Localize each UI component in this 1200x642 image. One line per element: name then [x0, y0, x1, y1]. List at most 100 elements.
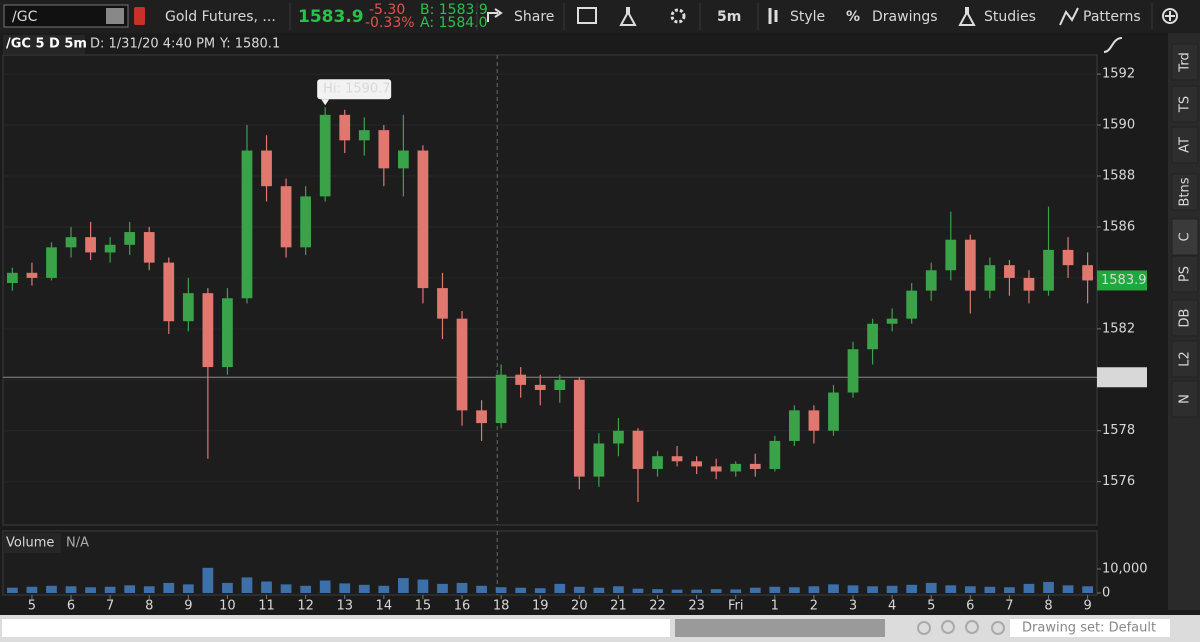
drawing-set[interactable]: Drawing set: Default	[1022, 621, 1156, 636]
volume-bar	[378, 585, 390, 593]
scroll-track[interactable]	[2, 619, 670, 637]
tab-bg[interactable]	[1171, 218, 1199, 256]
x-tick-label: 16	[454, 599, 471, 614]
tab-bg[interactable]	[1171, 299, 1199, 337]
scroll-thumb[interactable]	[675, 619, 885, 637]
patterns-button[interactable]: Patterns	[1083, 9, 1141, 25]
patterns-icon[interactable]	[1059, 7, 1079, 26]
tab-label[interactable]: PS	[1178, 266, 1193, 282]
x-tick-label: 8	[145, 599, 153, 614]
link-icon[interactable]	[134, 7, 145, 25]
header-y: Y: 1580.1	[219, 37, 280, 52]
drawings-button[interactable]: Drawings	[872, 9, 938, 25]
lab-icon[interactable]	[619, 7, 637, 26]
tab-label[interactable]: Btns	[1178, 177, 1193, 206]
settings-icon[interactable]	[670, 8, 686, 24]
volume-bar	[1043, 581, 1054, 593]
volume-bar	[202, 567, 214, 593]
candle-body	[261, 150, 272, 187]
x-tick-label: 15	[415, 599, 432, 614]
tab-label[interactable]: DB	[1178, 309, 1193, 328]
share-icon[interactable]	[487, 8, 503, 22]
volume-bar	[456, 582, 468, 593]
y-tick-label: 1588	[1102, 169, 1135, 184]
tab-label[interactable]: N	[1178, 394, 1193, 404]
symbol-dropdown[interactable]	[106, 8, 124, 24]
volume-bar	[222, 582, 233, 593]
notes-icon[interactable]	[577, 7, 597, 24]
style-icon[interactable]	[768, 8, 778, 24]
candle-body	[1062, 249, 1074, 266]
drawing-set-box[interactable]	[1010, 619, 1170, 637]
tab-label[interactable]: L2	[1178, 351, 1193, 367]
candle-body	[202, 293, 214, 368]
volume-title: Volume	[6, 536, 54, 551]
tab-bg[interactable]	[1171, 173, 1199, 211]
x-tick-label: 14	[376, 599, 393, 614]
y-tick-label: 1582	[1102, 321, 1135, 336]
studies-button[interactable]: Studies	[984, 9, 1036, 25]
studies-icon[interactable]	[958, 7, 976, 26]
toolbar	[0, 0, 1200, 33]
x-tick-label: 9	[1083, 599, 1091, 614]
chart-style-icon[interactable]	[1103, 37, 1123, 53]
volume-bar	[515, 587, 527, 593]
add-icon[interactable]	[1162, 8, 1179, 24]
candle-body	[319, 114, 331, 197]
last-price-label: 1583.9	[1101, 273, 1147, 288]
candle-body	[7, 272, 18, 283]
volume-bar	[906, 584, 918, 593]
candle-body	[280, 186, 292, 248]
candle-body	[46, 247, 57, 278]
tab-bg[interactable]	[1171, 43, 1199, 81]
volume-bar	[788, 587, 800, 593]
candle-body	[847, 349, 859, 393]
interval-button[interactable]: 5m	[717, 9, 741, 25]
candle-body	[534, 384, 546, 390]
sidebar-tabs: Trd TS AT Btns C PS DB L2 N	[1171, 43, 1199, 418]
x-tick-label: 9	[184, 599, 192, 614]
tab-bg[interactable]	[1171, 380, 1199, 418]
drawings-icon[interactable]: %	[846, 9, 860, 25]
header-date: D: 1/31/20 4:40 PM	[90, 37, 215, 52]
candle-body	[1082, 265, 1093, 281]
candle-body	[710, 466, 722, 472]
x-tick-label: 7	[106, 599, 114, 614]
volume-bar	[261, 581, 272, 593]
volume-bar	[7, 587, 18, 593]
candle-body	[456, 318, 468, 411]
x-tick-label: 3	[849, 599, 857, 614]
volume-bar	[437, 583, 448, 593]
y-tick-label: 1592	[1102, 67, 1135, 82]
x-tick-label: 21	[610, 599, 627, 614]
volume-bar	[339, 583, 351, 593]
volume-bar	[573, 586, 585, 593]
tab-bg[interactable]	[1171, 340, 1199, 378]
share-button[interactable]: Share	[514, 9, 554, 25]
zoom-icons[interactable]	[917, 620, 1005, 635]
x-tick-label: 5	[28, 599, 36, 614]
volume-bar	[652, 589, 663, 593]
tab-label[interactable]: Trd	[1178, 52, 1193, 72]
candle-body	[65, 237, 77, 248]
symbol-box[interactable]	[3, 4, 129, 28]
style-button[interactable]: Style	[790, 9, 825, 25]
tab-label[interactable]: C	[1178, 232, 1193, 241]
tab-bg[interactable]	[1171, 126, 1199, 164]
symbol[interactable]: /GC	[12, 9, 38, 25]
tab-bg[interactable]	[1171, 85, 1199, 123]
volume-bar	[886, 585, 898, 593]
crosshair-price-box	[1097, 367, 1147, 388]
volume-bar	[476, 585, 487, 593]
volume-bar	[495, 587, 507, 593]
y-tick-label: 1578	[1102, 423, 1135, 438]
candle-body	[378, 130, 390, 169]
tab-bg[interactable]	[1171, 255, 1199, 293]
tab-label[interactable]: TS	[1178, 96, 1193, 113]
bid: B: 1583.9	[420, 2, 488, 18]
tab-label[interactable]: AT	[1178, 137, 1193, 153]
chart-title: /GC 5 D 5m	[6, 37, 87, 52]
candle-body	[398, 150, 409, 169]
volume-pane	[2, 530, 1098, 596]
